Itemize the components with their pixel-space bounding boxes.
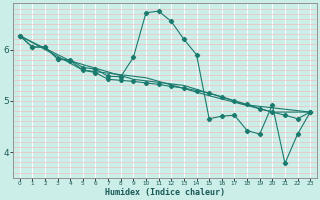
X-axis label: Humidex (Indice chaleur): Humidex (Indice chaleur): [105, 188, 225, 197]
